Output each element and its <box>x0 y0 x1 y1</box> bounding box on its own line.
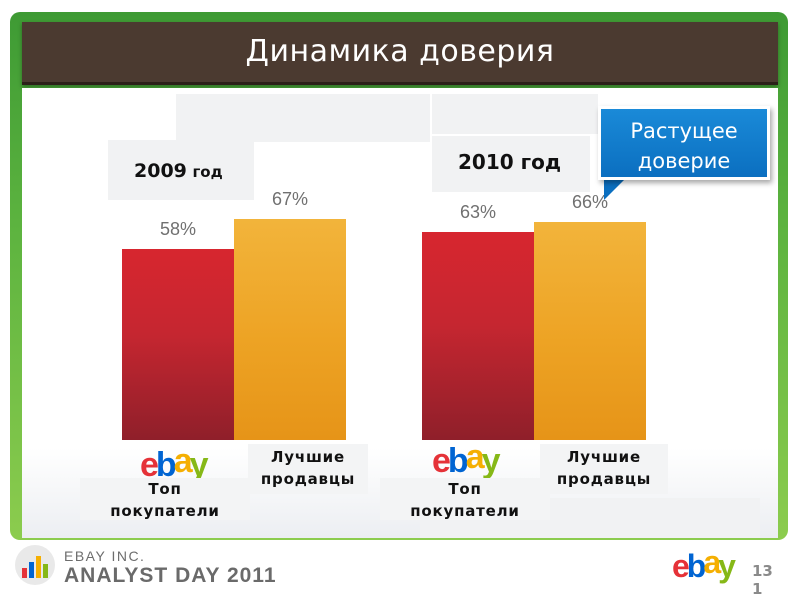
data-label-2009-top-buyers: 58% <box>159 218 197 239</box>
category-label-best-sellers: Лучшие продавцы <box>540 444 668 494</box>
year-box-2010 <box>432 136 590 192</box>
footer-event: ANALYST DAY 2011 <box>64 564 277 587</box>
data-label-2010-best-sellers: 66% <box>571 192 609 213</box>
year-label-2009: 2009 год <box>134 160 223 182</box>
footer-company: EBAY INC. <box>64 548 146 564</box>
title-bar: Динамика доверия <box>22 22 778 85</box>
category-label-best-sellers: Лучшие продавцы <box>248 444 368 494</box>
bar-2009-top-buyers <box>122 248 234 440</box>
analyst-day-chart-icon <box>15 545 55 585</box>
bar-2010-top-buyers <box>422 232 534 440</box>
year-number: 2009 <box>134 160 187 182</box>
year-suffix: год <box>192 163 223 181</box>
data-label-2010-top-buyers: 63% <box>459 202 497 223</box>
bar-2010-best-sellers <box>534 222 646 440</box>
year-number: 2010 <box>458 150 514 174</box>
year-suffix: год <box>520 150 561 174</box>
footer-brand: EBAY INC. ANALYST DAY 2011 <box>64 548 277 588</box>
slide-title: Динамика доверия <box>245 34 555 69</box>
year-label-2010: 2010 год <box>458 150 561 174</box>
backdrop-box <box>176 94 430 142</box>
ebay-logo: ebay <box>432 438 501 480</box>
bar-2009-best-sellers <box>234 218 346 440</box>
category-label-top-buyers: Топ покупатели <box>80 478 250 520</box>
backdrop-box <box>432 94 598 134</box>
year-box-2009 <box>108 140 254 200</box>
data-label-2009-best-sellers: 67% <box>271 188 309 209</box>
growing-trust-callout: Растущее доверие <box>598 106 770 180</box>
callout-tail <box>604 178 626 200</box>
page-number: 131 <box>752 562 773 598</box>
ebay-logo: ebay <box>140 442 209 484</box>
ebay-logo-footer: ebay <box>672 544 736 584</box>
category-label-top-buyers: Топ покупатели <box>380 478 550 520</box>
